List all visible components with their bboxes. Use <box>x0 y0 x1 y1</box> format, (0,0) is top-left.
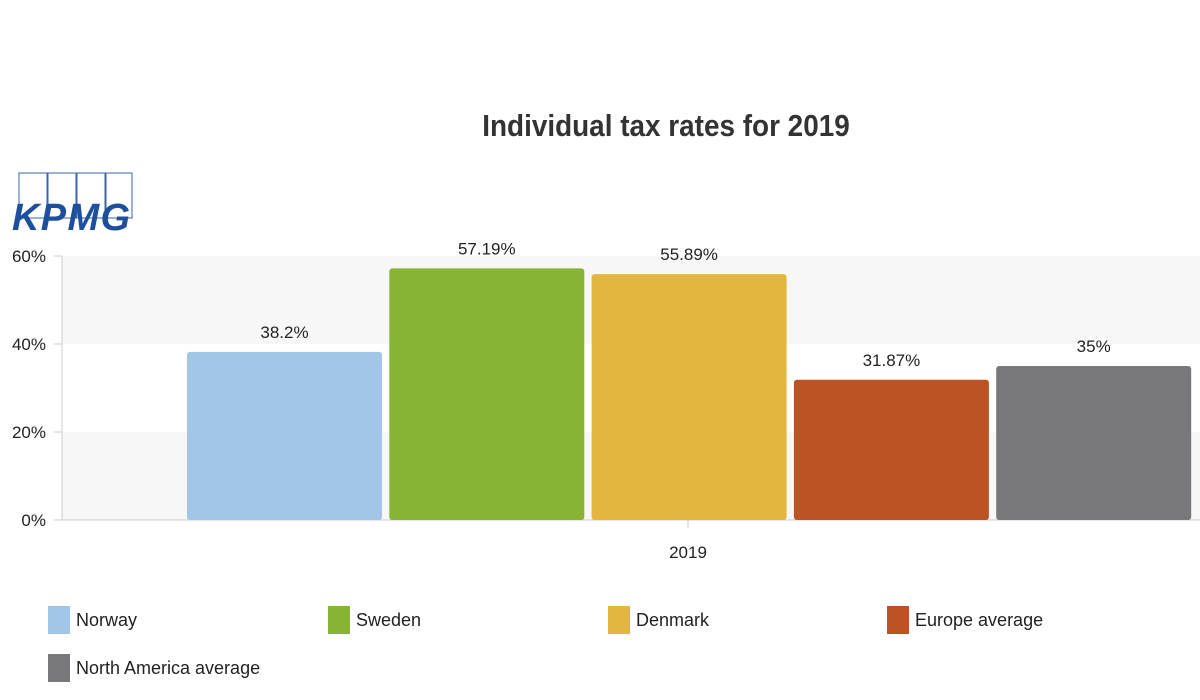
bar-norway <box>187 351 382 520</box>
bar-europe-average <box>793 379 989 520</box>
legend-label: North America average <box>76 657 261 678</box>
legend-item[interactable]: Sweden <box>328 606 421 634</box>
legend-item[interactable]: North America average <box>48 654 260 682</box>
legend-label: Norway <box>76 609 138 630</box>
data-label: 38.2% <box>260 323 308 342</box>
legend-item[interactable]: Denmark <box>608 606 709 634</box>
x-tick-label: 2019 <box>669 543 707 562</box>
legend-swatch <box>608 606 630 634</box>
data-label: 35% <box>1077 337 1111 356</box>
legend-swatch <box>48 654 70 682</box>
bar-sweden <box>389 268 585 520</box>
y-tick-label: 40% <box>12 335 46 354</box>
svg-text:KPMG: KPMG <box>12 197 130 234</box>
data-label: 55.89% <box>660 245 718 264</box>
data-label: 57.19% <box>458 239 516 258</box>
legend-label: Europe average <box>915 609 1044 630</box>
legend-swatch <box>328 606 350 634</box>
legend-swatch <box>887 606 909 634</box>
y-tick-label: 20% <box>12 423 46 442</box>
data-label: 31.87% <box>863 351 921 370</box>
y-tick-label: 60% <box>12 247 46 266</box>
legend-item[interactable]: Europe average <box>887 606 1043 634</box>
legend-item[interactable]: Norway <box>48 606 137 634</box>
y-tick-label: 0% <box>21 511 46 530</box>
bar-north-america-average <box>996 366 1192 520</box>
legend-label: Denmark <box>636 609 710 630</box>
legend-swatch <box>48 606 70 634</box>
bar-denmark <box>591 274 787 520</box>
kpmg-logo: KPMG <box>12 172 133 234</box>
chart-title: Individual tax rates for 2019 <box>482 108 850 143</box>
legend-label: Sweden <box>356 609 422 630</box>
